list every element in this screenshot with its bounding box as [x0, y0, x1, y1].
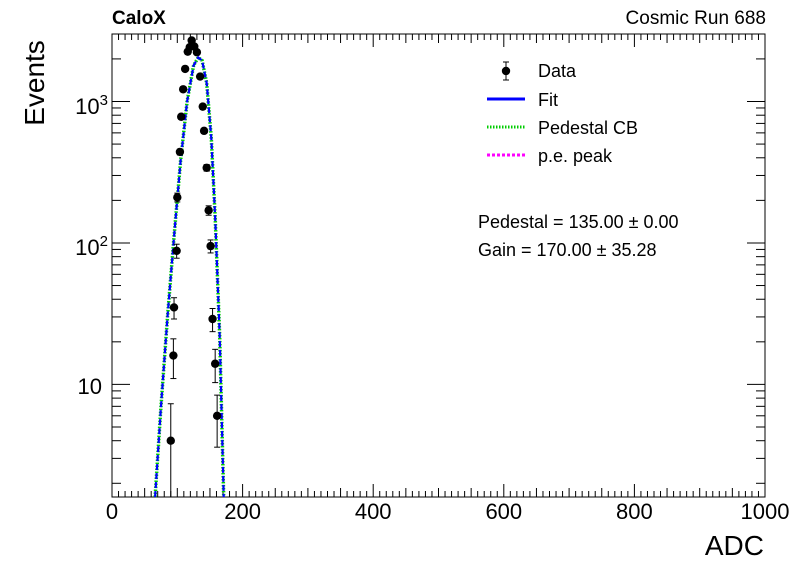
- data-point: [172, 246, 181, 256]
- legend-label-data: Data: [538, 61, 577, 81]
- x-tick-label: 200: [224, 499, 261, 524]
- data-point: [166, 436, 175, 445]
- data-points: [166, 36, 222, 498]
- legend-label-pe-peak: p.e. peak: [538, 146, 613, 166]
- gain-result: Gain = 170.00 ± 35.28: [478, 240, 657, 260]
- data-point: [195, 72, 205, 81]
- data-point: [175, 147, 185, 157]
- legend-symbol-data: [501, 66, 511, 76]
- y-tick-label: 103: [75, 92, 108, 119]
- data-point: [192, 48, 202, 57]
- run-label: Cosmic Run 688: [625, 8, 766, 29]
- data-point: [178, 85, 188, 94]
- x-tick-label: 0: [105, 499, 119, 524]
- x-axis-label: ADC: [704, 530, 764, 561]
- fit-curve: [154, 55, 225, 498]
- x-tick-label: 600: [485, 499, 523, 524]
- data-point: [212, 411, 222, 420]
- data-point: [177, 112, 186, 121]
- fit-curves: [153, 54, 226, 498]
- data-point: [199, 126, 209, 136]
- data-point: [210, 359, 220, 368]
- data-point: [169, 303, 179, 312]
- pedestal-cb-curve: [153, 54, 226, 498]
- data-point: [198, 102, 207, 111]
- data-point: [204, 206, 213, 215]
- y-tick-label: 10: [77, 374, 102, 399]
- experiment-label: CaloX: [112, 8, 166, 29]
- data-point: [202, 163, 211, 172]
- data-point: [173, 193, 182, 202]
- data-point: [169, 351, 178, 360]
- y-axis-label: Events: [19, 40, 50, 126]
- axes-box: [111, 33, 766, 498]
- legend-label-fit: Fit: [538, 90, 558, 110]
- legend: [487, 61, 525, 157]
- y-tick-label: 102: [75, 233, 108, 260]
- data-point: [206, 241, 215, 251]
- x-tick-label: 1000: [740, 499, 790, 524]
- legend-label-pedestal-cb: Pedestal CB: [538, 118, 639, 138]
- plot-frame: [111, 33, 766, 498]
- data-point: [208, 314, 217, 324]
- x-tick-label: 400: [354, 499, 392, 524]
- x-tick-label: 800: [616, 499, 653, 524]
- data-point: [180, 64, 190, 74]
- pedestal-result: Pedestal = 135.00 ± 0.00: [478, 212, 679, 232]
